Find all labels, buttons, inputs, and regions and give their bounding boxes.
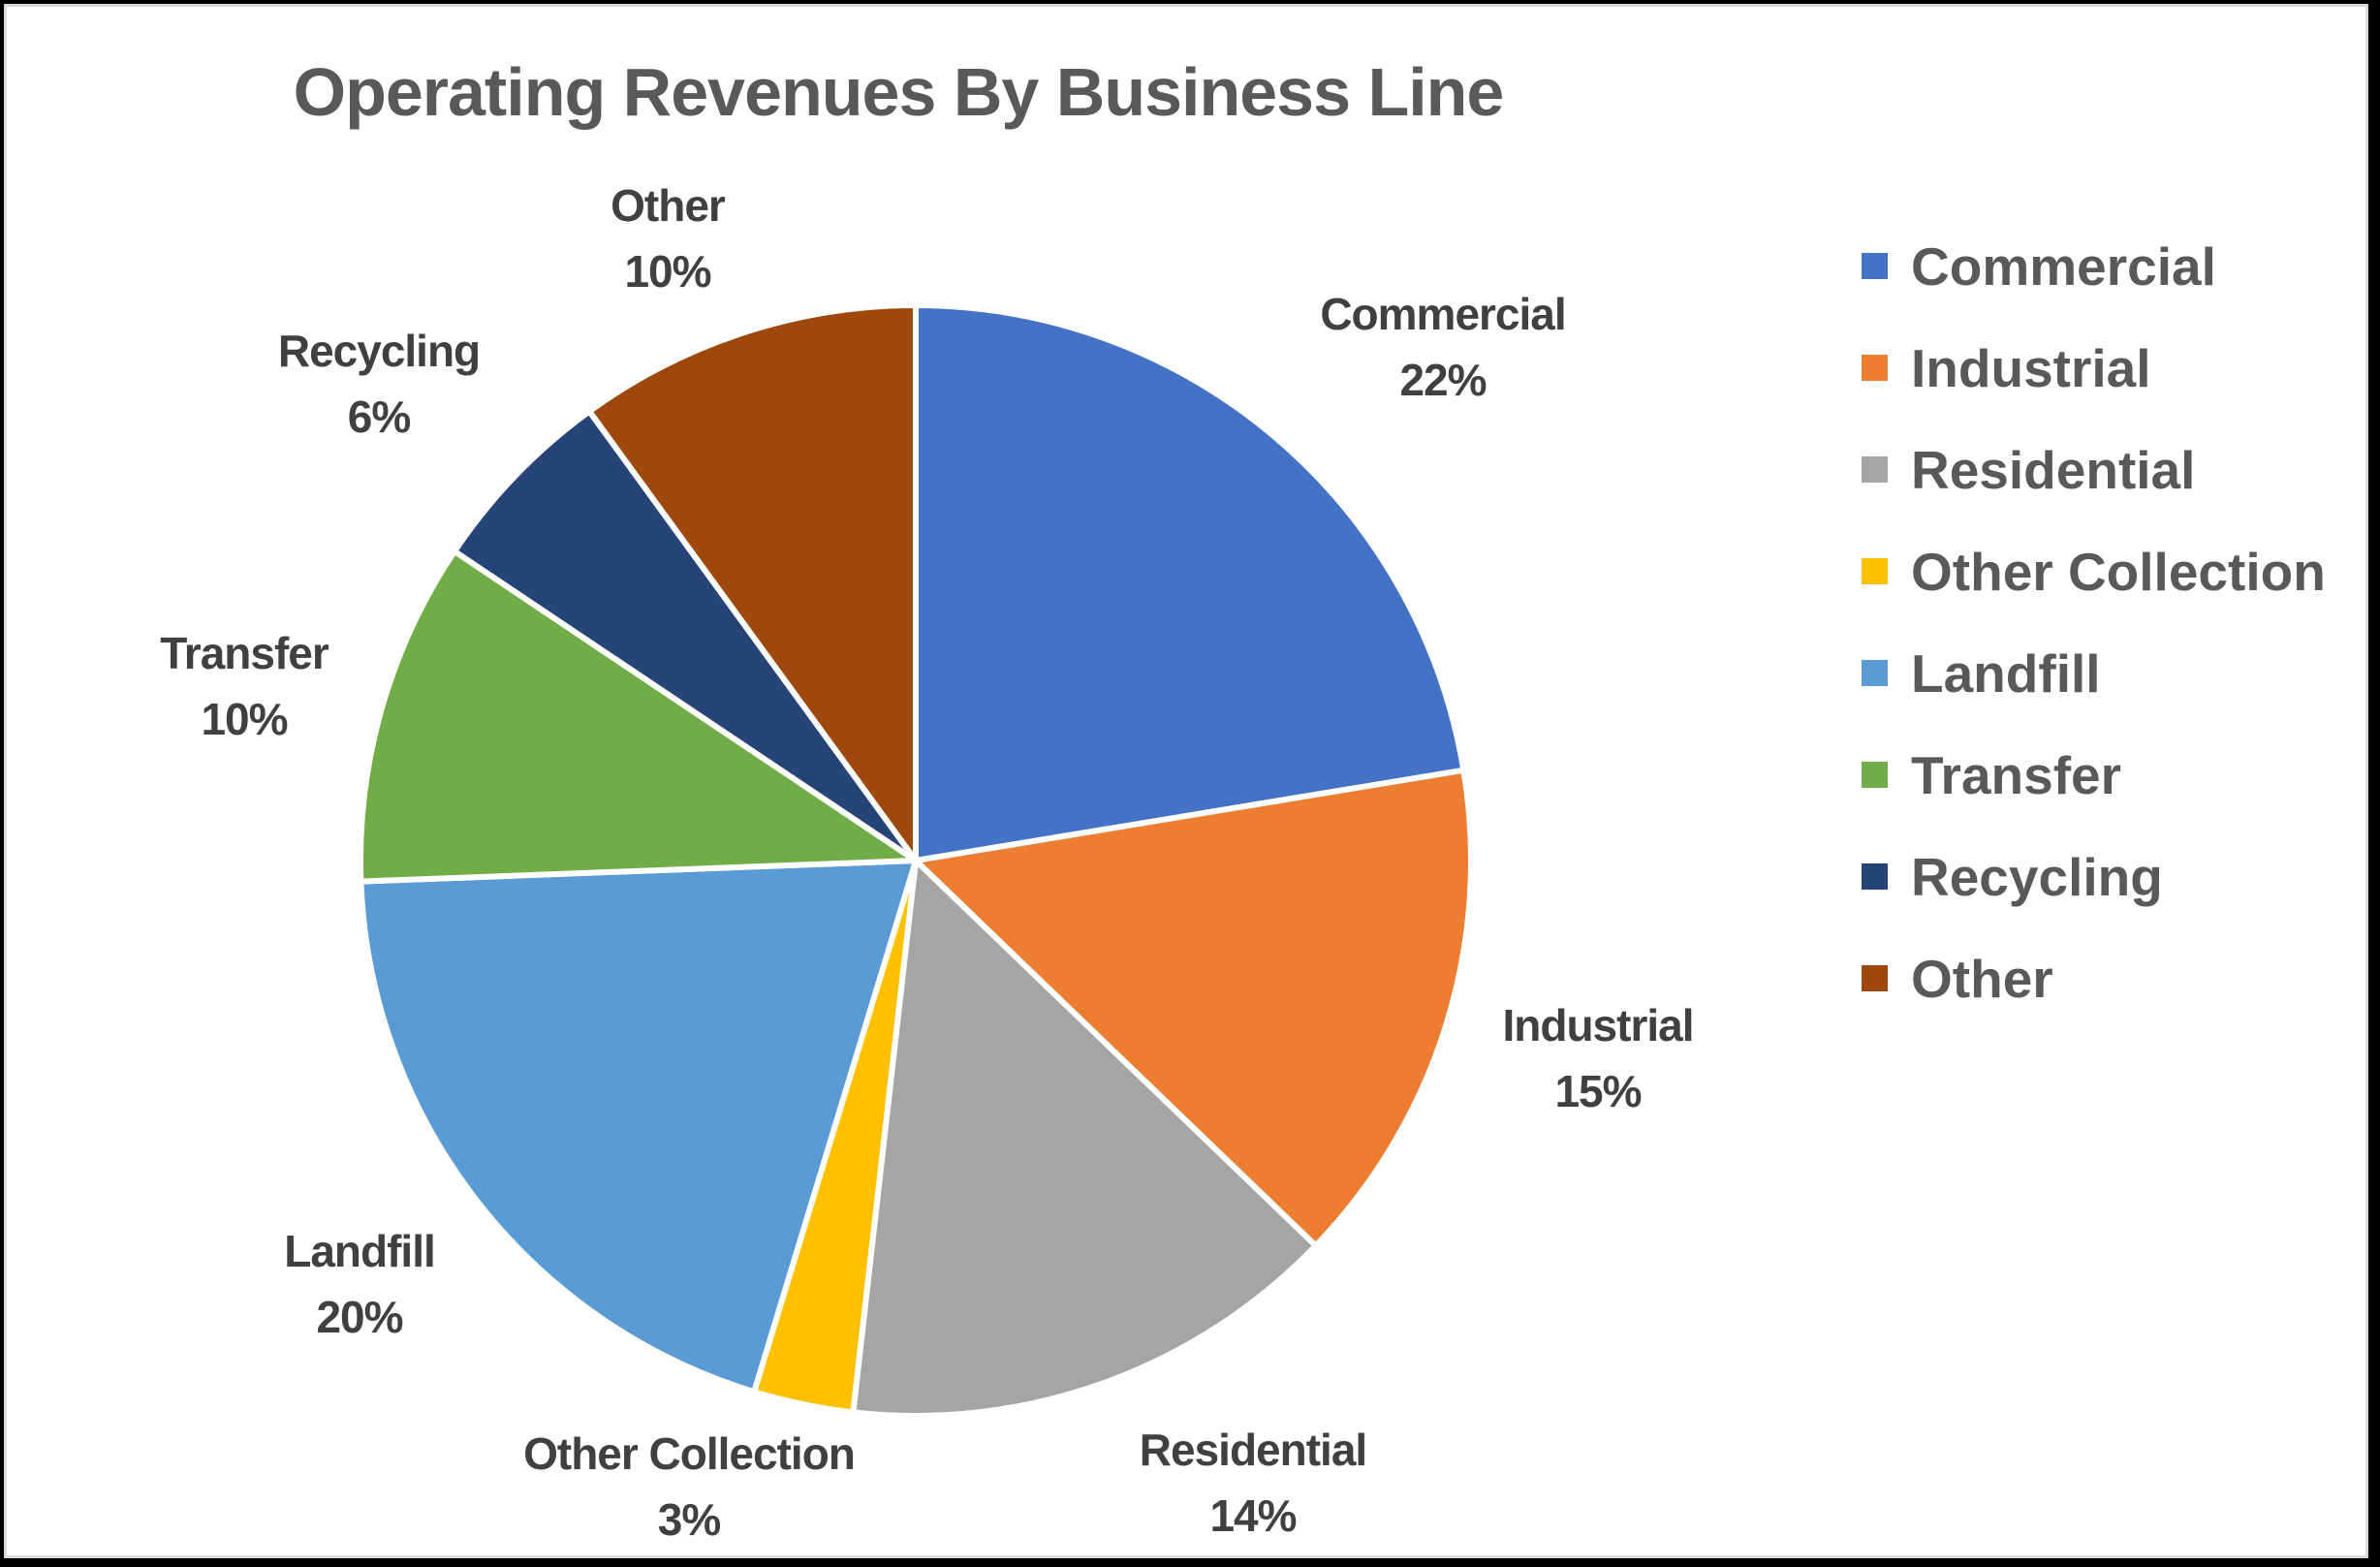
pie-slice-landfill[interactable] bbox=[358, 858, 919, 1395]
pie-slice-industrial[interactable] bbox=[913, 767, 1474, 1249]
data-label-residential: Residential 14% bbox=[1139, 1425, 1367, 1541]
legend-swatch-icon bbox=[1862, 558, 1888, 584]
pie-slice-transfer[interactable] bbox=[358, 548, 919, 885]
legend-item-recycling[interactable]: Recycling bbox=[1862, 826, 2326, 927]
legend: Commercial Industrial Residential Other … bbox=[1862, 215, 2326, 1029]
pie-slice-recycling[interactable] bbox=[452, 408, 919, 863]
legend-swatch-icon bbox=[1862, 456, 1888, 483]
chart-title: Operating Revenues By Business Line bbox=[293, 54, 1505, 130]
data-label-industrial: Industrial 15% bbox=[1502, 1000, 1694, 1116]
chart-area: Operating Revenues By Business Line Comm… bbox=[4, 4, 2368, 1558]
legend-item-commercial[interactable]: Commercial bbox=[1862, 215, 2326, 317]
legend-swatch-icon bbox=[1862, 863, 1888, 890]
data-label-recycling: Recycling 6% bbox=[277, 326, 481, 442]
legend-item-transfer[interactable]: Transfer bbox=[1862, 724, 2326, 826]
data-label-commercial: Commercial 22% bbox=[1320, 289, 1566, 405]
pie-plot bbox=[358, 302, 1474, 1419]
legend-swatch-icon bbox=[1862, 660, 1888, 686]
legend-swatch-icon bbox=[1862, 965, 1888, 991]
legend-item-landfill[interactable]: Landfill bbox=[1862, 622, 2326, 724]
legend-item-other[interactable]: Other bbox=[1862, 927, 2326, 1029]
pie-slices bbox=[358, 302, 1474, 1419]
data-label-other-collection: Other Collection 3% bbox=[523, 1428, 856, 1545]
legend-item-other-collection[interactable]: Other Collection bbox=[1862, 520, 2326, 622]
legend-item-residential[interactable]: Residential bbox=[1862, 419, 2326, 520]
legend-swatch-icon bbox=[1862, 355, 1888, 381]
pie-slice-other[interactable] bbox=[586, 302, 919, 863]
pie-slice-residential[interactable] bbox=[850, 858, 1319, 1419]
pie-slice-commercial[interactable] bbox=[913, 302, 1467, 863]
data-label-transfer: Transfer 10% bbox=[160, 628, 329, 744]
legend-swatch-icon bbox=[1862, 762, 1888, 788]
data-label-landfill: Landfill 20% bbox=[284, 1226, 436, 1342]
legend-swatch-icon bbox=[1862, 253, 1888, 279]
legend-item-industrial[interactable]: Industrial bbox=[1862, 317, 2326, 419]
data-label-other: Other 10% bbox=[611, 180, 726, 297]
